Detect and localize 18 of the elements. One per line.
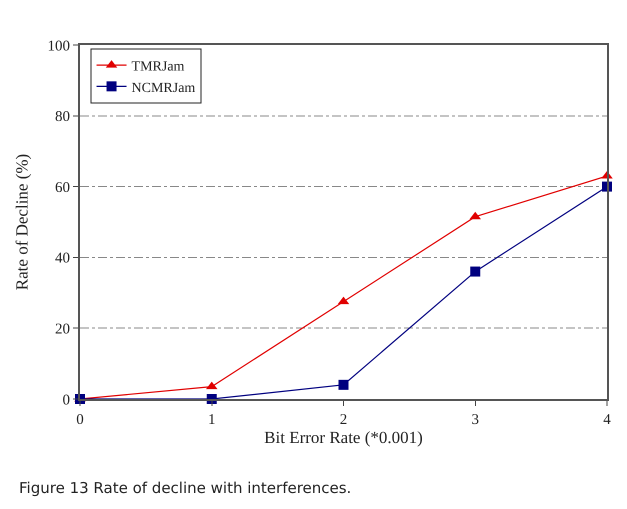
point: [338, 380, 348, 390]
x-tick-label: 1: [208, 412, 216, 428]
x-tick-label: 2: [340, 412, 348, 428]
x-tick-label: 0: [76, 412, 84, 428]
y-tick-label: 0: [62, 392, 70, 408]
caption: Figure 13 Rate of decline with interferences.: [19, 479, 352, 497]
y-tick-label: 80: [55, 109, 70, 126]
y-tick-label: 100: [48, 38, 70, 54]
x-tick-label: 4: [603, 412, 612, 428]
point: [470, 266, 480, 277]
legend-label: TMRJam: [132, 60, 185, 75]
y-tick-label: 40: [55, 250, 70, 267]
x-axis-title: Bit Error Rate (*0.001): [264, 428, 423, 447]
y-axis-title: Rate of Decline (%): [12, 154, 32, 290]
x-tick-label: 3: [472, 412, 479, 428]
y-tick-label: 60: [55, 180, 70, 196]
y-tick-label: 20: [55, 321, 70, 338]
legend-label: NCMRJam: [132, 80, 196, 96]
